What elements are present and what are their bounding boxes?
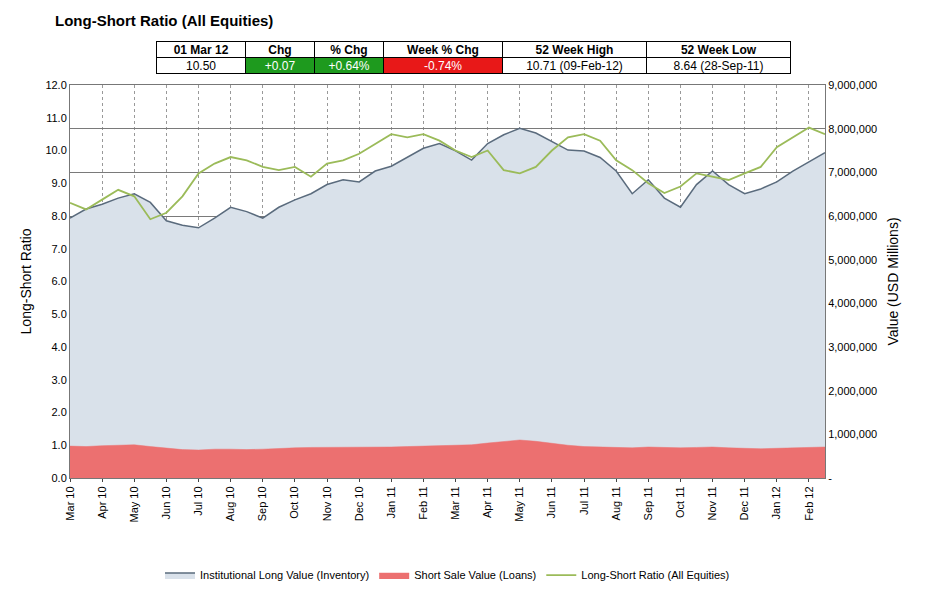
svg-text:8,000,000: 8,000,000 — [828, 123, 877, 135]
html-text:8.64 (28-Sep-11): 8.64 (28-Sep-11) — [673, 58, 764, 73]
svg-text:Aug 11: Aug 11 — [610, 486, 622, 520]
svg-text:Aug 10: Aug 10 — [224, 486, 236, 521]
svg-text:8.0: 8.0 — [52, 210, 67, 222]
svg-text:5.0: 5.0 — [52, 308, 67, 320]
html-text:Chg: Chg — [268, 42, 292, 57]
svg-text:3,000,000: 3,000,000 — [828, 341, 877, 353]
svg-text:9,000,000: 9,000,000 — [828, 79, 877, 91]
html-text:10.71 (09-Feb-12): 10.71 (09-Feb-12) — [526, 58, 623, 73]
html-text:01 Mar 12: 01 Mar 12 — [173, 42, 229, 57]
svg-text:Oct 11: Oct 11 — [674, 486, 686, 518]
svg-text:Oct 10: Oct 10 — [288, 486, 300, 518]
svg-text:10.0: 10.0 — [45, 144, 66, 156]
svg-text:7.0: 7.0 — [52, 243, 67, 255]
html-text:% Chg: % Chg — [330, 42, 368, 57]
svg-text:Jan 12: Jan 12 — [770, 486, 782, 519]
svg-text:Jul 11: Jul 11 — [578, 486, 590, 515]
svg-text:Nov 11: Nov 11 — [706, 486, 718, 520]
svg-text:Jun 11: Jun 11 — [545, 486, 557, 518]
html-text:52 Week Low: 52 Week Low — [680, 42, 757, 57]
html-text:Week % Chg: Week % Chg — [407, 42, 479, 57]
html-text:Long-Short Ratio (All Equities: Long-Short Ratio (All Equities) — [55, 12, 274, 29]
svg-text:2.0: 2.0 — [52, 406, 67, 418]
svg-text:6.0: 6.0 — [52, 275, 67, 287]
svg-text:2,000,000: 2,000,000 — [828, 385, 877, 397]
svg-text:Value (USD Millions): Value (USD Millions) — [885, 217, 901, 345]
svg-text:Mar 10: Mar 10 — [64, 486, 76, 520]
svg-text:1,000,000: 1,000,000 — [828, 428, 877, 440]
svg-text:4.0: 4.0 — [52, 341, 67, 353]
svg-text:0.0: 0.0 — [52, 472, 67, 484]
svg-text:Institutional Long Value (Inve: Institutional Long Value (Inventory) — [200, 569, 369, 581]
svg-text:11.0: 11.0 — [46, 112, 67, 124]
svg-text:7,000,000: 7,000,000 — [828, 166, 877, 178]
svg-text:9.0: 9.0 — [52, 177, 67, 189]
svg-text:Sep 11: Sep 11 — [642, 486, 654, 520]
svg-text:Mar 11: Mar 11 — [449, 486, 461, 519]
svg-text:Dec 11: Dec 11 — [738, 486, 750, 520]
svg-text:6,000,000: 6,000,000 — [828, 210, 877, 222]
html-text:10.50: 10.50 — [186, 58, 216, 73]
html-text:+0.64%: +0.64% — [328, 58, 370, 73]
html-text:+0.07: +0.07 — [264, 58, 296, 73]
svg-text:Apr 11: Apr 11 — [481, 486, 493, 518]
svg-text:Nov 10: Nov 10 — [321, 486, 333, 521]
svg-text:Jun 10: Jun 10 — [160, 486, 172, 519]
svg-text:Long-Short Ratio: Long-Short Ratio — [18, 228, 34, 334]
svg-text:Jul 10: Jul 10 — [192, 486, 204, 515]
svg-text:May 10: May 10 — [128, 486, 140, 522]
svg-text:3.0: 3.0 — [52, 374, 67, 386]
html-text:-0.74%: -0.74% — [424, 58, 462, 73]
svg-text:Short Sale Value (Loans): Short Sale Value (Loans) — [414, 569, 536, 581]
html-text:52 Week High: 52 Week High — [535, 42, 614, 57]
svg-text:May 11: May 11 — [513, 486, 525, 521]
svg-text:Long-Short Ratio (All Equities: Long-Short Ratio (All Equities) — [581, 569, 729, 581]
svg-text:4,000,000: 4,000,000 — [828, 297, 877, 309]
svg-text:Sep 10: Sep 10 — [256, 486, 268, 521]
svg-text:5,000,000: 5,000,000 — [828, 254, 877, 266]
svg-text:Jan 11: Jan 11 — [385, 486, 397, 518]
svg-text:Feb 12: Feb 12 — [803, 486, 815, 520]
svg-text:Apr 10: Apr 10 — [96, 486, 108, 518]
svg-text:Dec 10: Dec 10 — [353, 486, 365, 521]
svg-text:1.0: 1.0 — [52, 439, 67, 451]
svg-text:-: - — [828, 472, 832, 484]
svg-text:12.0: 12.0 — [45, 79, 66, 91]
svg-text:Feb 11: Feb 11 — [417, 486, 429, 519]
